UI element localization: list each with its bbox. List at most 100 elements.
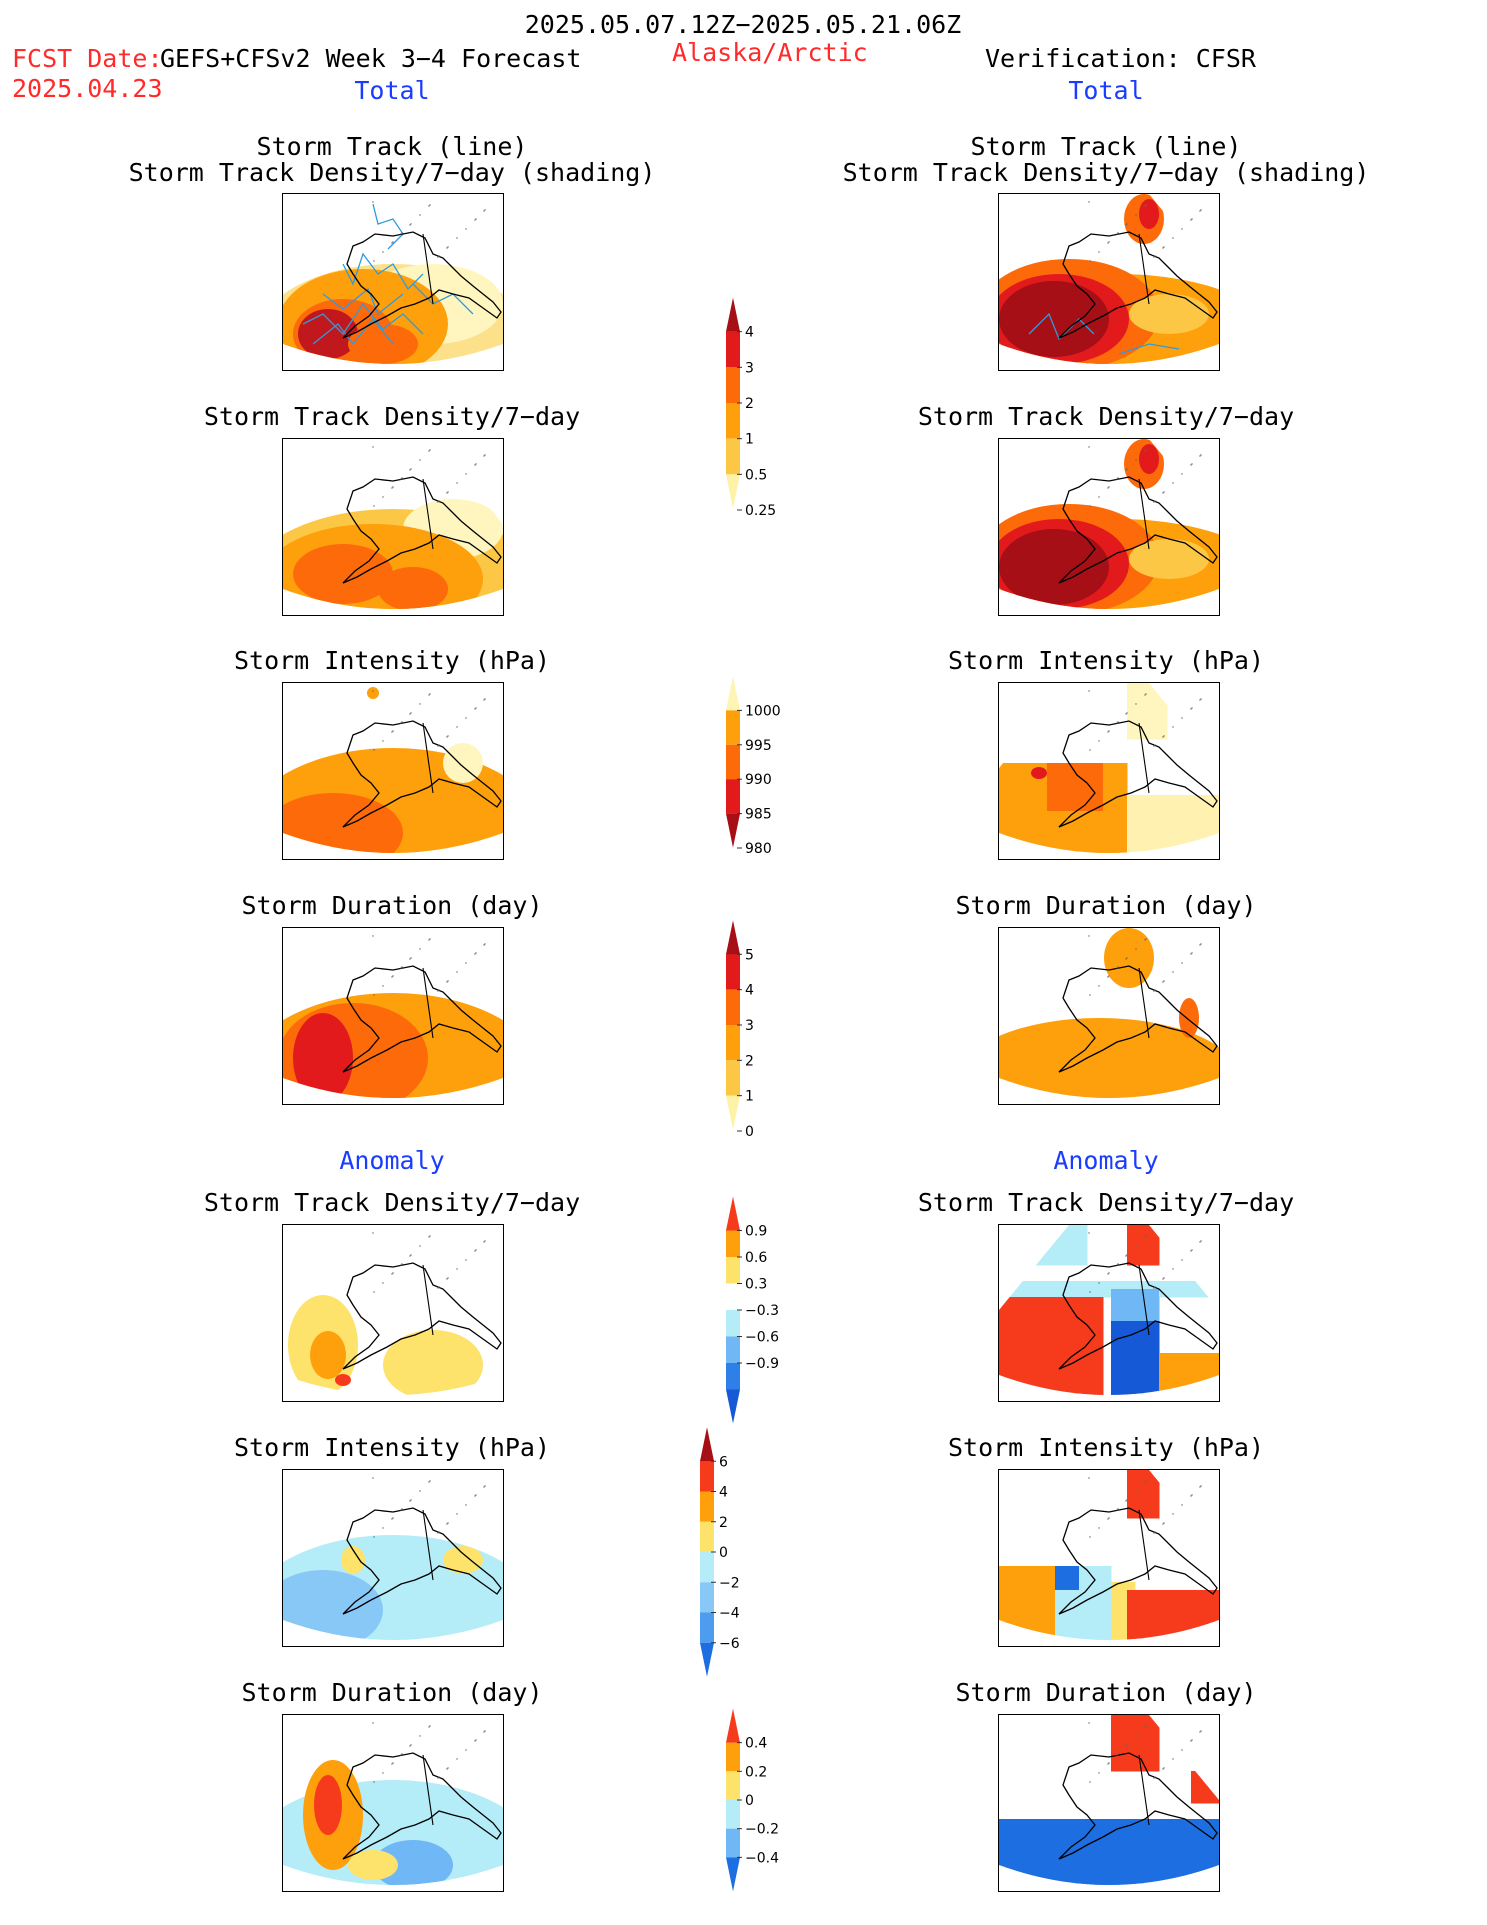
- colorbar-tick-label: 5: [745, 947, 754, 963]
- colorbar-swatch: [726, 744, 740, 780]
- left-intensity-title: Storm Intensity (hPa): [233, 646, 551, 675]
- colorbar-intensity: 1000 995 990 985 980: [716, 642, 796, 882]
- right-anomaly-label: Anomaly: [1053, 1146, 1159, 1175]
- colorbar-tick-label: 1000: [745, 703, 781, 719]
- colorbar-tick-label: −2: [719, 1575, 740, 1591]
- colorbar-cap-top: [726, 297, 740, 332]
- colorbar-duration-anom: 0.4 0.2 0 −0.2 −0.4: [716, 1680, 796, 1920]
- right-total-label: Total: [1068, 76, 1144, 105]
- colorbar-tick-label: 0.6: [745, 1250, 767, 1266]
- coastline: [1058, 965, 1218, 1073]
- left-density-anom-title: Storm Track Density/7−day: [203, 1188, 581, 1217]
- coastline: [1058, 1262, 1218, 1370]
- colorbar-tick-label: 0: [745, 1124, 754, 1140]
- colorbar-swatch: [726, 1310, 740, 1337]
- map-left-duration-anom: [282, 1714, 504, 1892]
- colorbar-swatch: [726, 779, 740, 814]
- colorbar-swatch: [700, 1552, 714, 1583]
- coastline: [1058, 720, 1218, 828]
- coastline: [342, 231, 502, 339]
- region-label: Alaska/Arctic: [672, 38, 868, 67]
- colorbar-tick-label: 980: [745, 841, 772, 857]
- coastline: [342, 965, 502, 1073]
- colorbar-tick-label: −0.4: [745, 1850, 779, 1866]
- coastline: [1058, 1507, 1218, 1615]
- colorbar-tick-label: 0.3: [745, 1277, 767, 1293]
- colorbar-tick-label: 4: [745, 983, 754, 999]
- colorbar-swatch: [726, 1800, 740, 1829]
- left-track-line-title: Storm Track (line): [256, 132, 528, 161]
- colorbar-swatch: [726, 367, 740, 403]
- coastline: [342, 1752, 502, 1860]
- right-track-line-title: Storm Track (line): [970, 132, 1242, 161]
- colorbar-tick-label: 985: [745, 807, 772, 823]
- fcst-date-value: 2025.04.23: [12, 74, 163, 103]
- colorbar-tick-label: 995: [745, 738, 772, 754]
- colorbar-swatch: [726, 438, 740, 475]
- colorbar-tick-label: 6: [719, 1454, 728, 1470]
- colorbar-tick-label: 0: [719, 1545, 728, 1561]
- colorbar-swatch: [726, 1771, 740, 1800]
- right-intensity-anom-title: Storm Intensity (hPa): [947, 1433, 1265, 1462]
- left-density-title: Storm Track Density/7−day: [203, 402, 581, 431]
- map-left-intensity-anom: [282, 1469, 504, 1647]
- right-track-shading-title: Storm Track Density/7−day (shading): [842, 158, 1370, 187]
- colorbar-swatch: [726, 1828, 740, 1858]
- colorbar-cap-top: [726, 1196, 740, 1231]
- colorbar-cap-bottom: [726, 1095, 740, 1130]
- coastline: [1058, 231, 1218, 339]
- colorbar-cap-top: [726, 1708, 740, 1743]
- colorbar-swatch: [726, 1060, 740, 1096]
- colorbar-swatch: [726, 1336, 740, 1363]
- colorbar-density: 4 3 2 1 0.5 0.25: [716, 262, 796, 544]
- colorbar-tick-label: 0.25: [745, 503, 776, 519]
- colorbar-swatch: [700, 1521, 714, 1552]
- colorbar-swatch: [700, 1461, 714, 1492]
- map-right-duration-anom: [998, 1714, 1220, 1892]
- right-density-anom-title: Storm Track Density/7−day: [917, 1188, 1295, 1217]
- colorbar-tick-label: 1: [745, 1089, 754, 1105]
- colorbar-swatch: [726, 1025, 740, 1061]
- colorbar-swatch: [726, 710, 740, 745]
- coastline: [342, 1507, 502, 1615]
- fcst-date-label: FCST Date:: [12, 44, 163, 73]
- colorbar-cap-top: [726, 676, 740, 711]
- map-right-intensity-anom: [998, 1469, 1220, 1647]
- colorbar-cap-bottom: [726, 813, 740, 848]
- colorbar-tick-label: −6: [719, 1636, 740, 1652]
- colorbar-tick-label: 4: [745, 325, 754, 341]
- map-right-duration: [998, 927, 1220, 1105]
- colorbar-tick-label: 2: [745, 396, 754, 412]
- colorbar-tick-label: 0.9: [745, 1224, 767, 1240]
- colorbar-swatch: [700, 1491, 714, 1522]
- colorbar-tick-label: 990: [745, 772, 772, 788]
- colorbar-cap-bottom: [726, 1389, 740, 1424]
- colorbar-cap-top: [726, 920, 740, 955]
- map-right-density-anom: [998, 1224, 1220, 1402]
- colorbar-tick-label: 2: [719, 1515, 728, 1531]
- colorbar-tick-label: 0: [745, 1793, 754, 1809]
- colorbar-swatch: [700, 1582, 714, 1613]
- colorbar-tick-label: 3: [745, 360, 754, 376]
- colorbar-cap-bottom: [700, 1642, 714, 1677]
- map-left-density: [282, 438, 504, 616]
- left-duration-title: Storm Duration (day): [241, 891, 543, 920]
- colorbar-swatch: [726, 1742, 740, 1772]
- coastline: [342, 1262, 502, 1370]
- verification-label: Verification: CFSR: [985, 44, 1256, 73]
- colorbar-tick-label: 0.4: [745, 1736, 767, 1752]
- colorbar-tick-label: 2: [745, 1053, 754, 1069]
- coastline: [1058, 1752, 1218, 1860]
- left-anomaly-label: Anomaly: [339, 1146, 445, 1175]
- date-range-title: 2025.05.07.12Z−2025.05.21.06Z: [524, 10, 962, 39]
- coastline: [342, 476, 502, 584]
- left-duration-anom-title: Storm Duration (day): [241, 1678, 543, 1707]
- colorbar-swatch: [726, 1283, 740, 1310]
- right-duration-anom-title: Storm Duration (day): [955, 1678, 1257, 1707]
- coastline: [342, 720, 502, 828]
- colorbar-cap-bottom: [726, 1857, 740, 1892]
- colorbar-tick-label: −0.3: [745, 1303, 779, 1319]
- forecast-model-label: GEFS+CFSv2 Week 3−4 Forecast: [160, 44, 582, 73]
- colorbar-swatch: [726, 1363, 740, 1390]
- colorbar-density-anom: 0.9 0.6 0.3 −0.3 −0.6 −0.9: [716, 1170, 796, 1450]
